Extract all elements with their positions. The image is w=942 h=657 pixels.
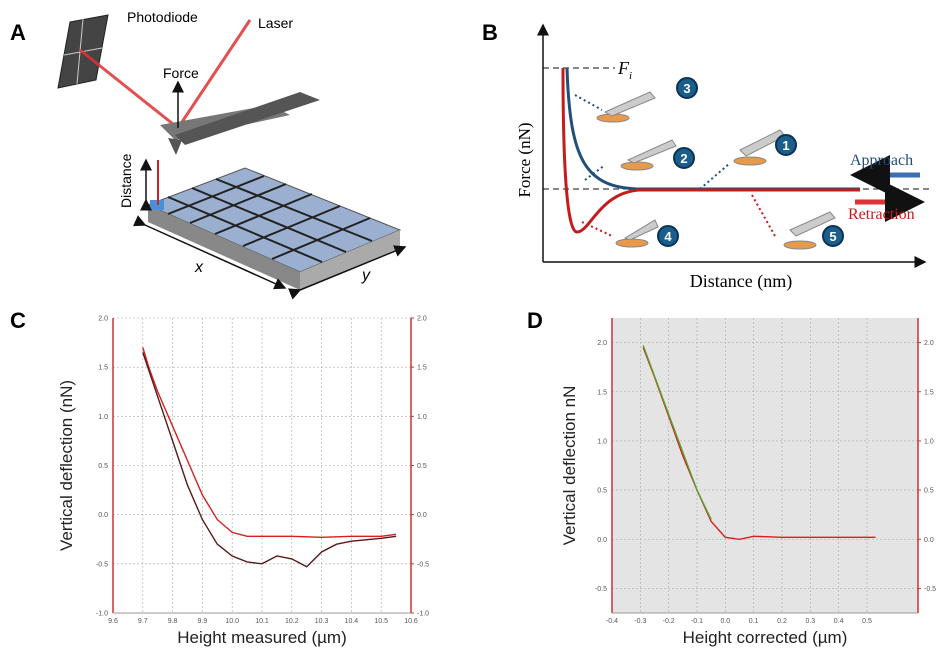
- y-tick-label: 1.5: [98, 365, 108, 372]
- step-number: 5: [829, 229, 836, 244]
- x-tick-label: 10.0: [225, 618, 239, 625]
- x-arrow: [132, 215, 287, 290]
- panel-letter: C: [10, 308, 26, 333]
- y-tick-label: 2.0: [98, 316, 108, 323]
- cantilever: [175, 92, 320, 145]
- x-tick-label: 9.8: [168, 618, 178, 625]
- y-tick-label: 1.0: [597, 438, 607, 445]
- y-tick-label: 2.0: [597, 340, 607, 347]
- y2-tick-label: 1.0: [417, 414, 427, 421]
- y-axis-label: Vertical deflection (nN): [57, 380, 76, 551]
- y2-tick-label: 1.5: [417, 365, 427, 372]
- y-tick-label: 0.0: [98, 512, 108, 519]
- x-tick-label: 10.5: [374, 618, 388, 625]
- x-tick-label: 0.4: [834, 618, 844, 625]
- label: Photodiode: [127, 9, 198, 25]
- step-number: 4: [664, 229, 672, 244]
- y2-tick-label: 0.0: [924, 537, 934, 544]
- plot-background: [612, 318, 918, 613]
- approach-curve: [565, 67, 860, 191]
- x-tick-label: -0.3: [634, 618, 646, 625]
- x-tick-label: -0.4: [606, 618, 618, 625]
- step-badges: 1 2 3 4 5: [657, 77, 844, 247]
- x-tick-label: 0.5: [862, 618, 872, 625]
- step-badge: [657, 225, 679, 247]
- x-tick-label: 10.3: [315, 618, 329, 625]
- label: Laser: [258, 15, 293, 31]
- label: Distance: [118, 153, 134, 208]
- y-arrow: [288, 245, 407, 300]
- x-tick-label: 0.0: [720, 618, 730, 625]
- y-axis-label: Vertical deflection nN: [560, 386, 579, 546]
- y-tick-label: 0.0: [597, 537, 607, 544]
- cantilever-icons: [596, 91, 836, 250]
- y2-tick-label: 2.0: [417, 316, 427, 323]
- x-tick-label: -0.2: [663, 618, 675, 625]
- force-subscript: i: [629, 70, 632, 82]
- force-symbol: F: [617, 58, 630, 78]
- step-badge: [822, 225, 844, 247]
- retraction-label: Retraction: [848, 206, 915, 223]
- step-arrows: [574, 94, 776, 237]
- x-tick-label: 10.4: [345, 618, 359, 625]
- label: y: [361, 267, 371, 284]
- panel-letter: B: [482, 20, 498, 45]
- panel-b: B 1 2 3 4 5 F i Force (nN) Distance (nm) App…: [482, 20, 930, 292]
- y-tick-label: 0.5: [597, 488, 607, 495]
- y2-tick-label: 1.0: [924, 438, 934, 445]
- step-badge: [775, 134, 797, 156]
- step-badge: [676, 77, 698, 99]
- data-line: [142, 352, 397, 568]
- x-tick-label: 9.7: [138, 618, 148, 625]
- x-tick-label: -0.1: [691, 618, 703, 625]
- y2-tick-label: -1.0: [417, 611, 429, 618]
- step-number: 2: [680, 151, 687, 166]
- panel-letter: A: [10, 20, 26, 45]
- y-tick-label: -1.0: [96, 611, 108, 618]
- laser-beam: [79, 48, 179, 130]
- label: Force: [163, 65, 199, 81]
- y-tick-label: 0.5: [98, 463, 108, 470]
- y-tick-label: -0.5: [96, 561, 108, 568]
- y2-tick-label: -0.5: [924, 586, 936, 593]
- y2-tick-label: -0.5: [417, 561, 429, 568]
- retraction-curve: [561, 67, 860, 234]
- x-tick-label: 0.2: [777, 618, 787, 625]
- x-tick-label: 10.6: [404, 618, 418, 625]
- y-tick-label: -0.5: [595, 586, 607, 593]
- laser-beam: [176, 19, 252, 129]
- axis-label: Distance (nm): [690, 271, 792, 292]
- x-axis-label: Height measured (µm): [177, 628, 346, 647]
- step-badge: [673, 147, 695, 169]
- x-tick-label: 10.1: [255, 618, 269, 625]
- data-line: [642, 345, 712, 520]
- y2-tick-label: 2.0: [924, 340, 934, 347]
- label: x: [194, 259, 204, 276]
- panel-letter: D: [527, 308, 543, 333]
- y-tick-label: 1.5: [597, 389, 607, 396]
- x-tick-label: 10.2: [285, 618, 299, 625]
- x-tick-label: 0.1: [749, 618, 759, 625]
- data-line: [142, 347, 397, 539]
- y2-tick-label: 0.5: [924, 488, 934, 495]
- x-axis-label: Height corrected (µm): [683, 628, 848, 647]
- x-tick-label: 0.3: [805, 618, 815, 625]
- y2-tick-label: 1.5: [924, 389, 934, 396]
- y2-tick-label: 0.5: [417, 463, 427, 470]
- approach-label: Approach: [850, 152, 913, 169]
- step-number: 3: [683, 81, 690, 96]
- step-number: 1: [782, 138, 789, 153]
- panel-a: A Photodiode Laser Force Distance x y: [10, 9, 407, 300]
- y2-tick-label: 0.0: [417, 512, 427, 519]
- y-tick-label: 1.0: [98, 414, 108, 421]
- x-tick-label: 9.6: [108, 618, 118, 625]
- x-tick-label: 9.9: [198, 618, 208, 625]
- axis-label: Force (nN): [515, 122, 534, 197]
- tip: [168, 138, 182, 155]
